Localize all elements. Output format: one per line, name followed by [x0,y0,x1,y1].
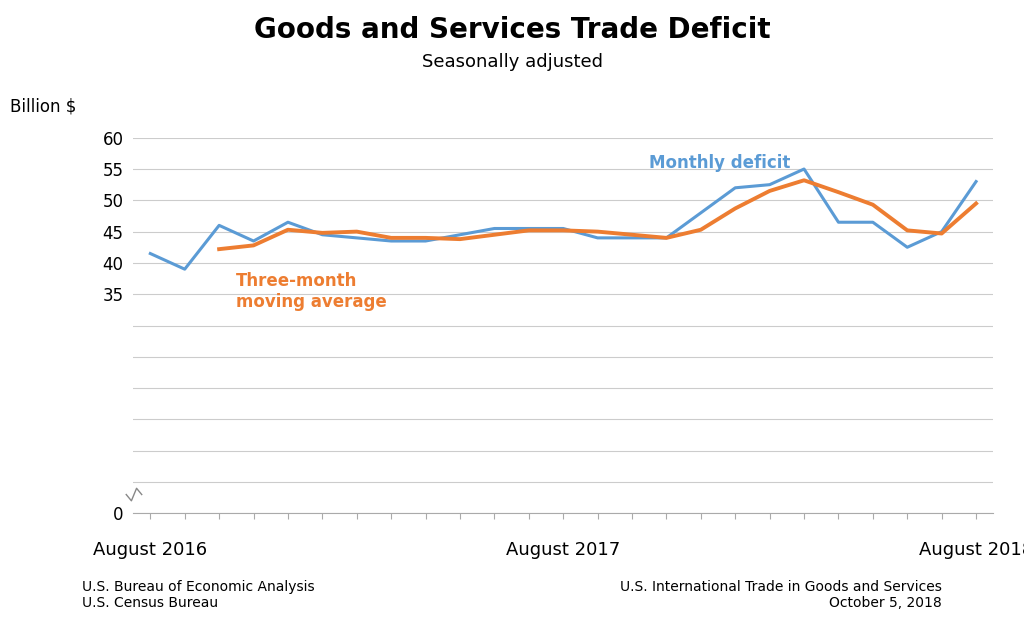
Text: U.S. International Trade in Goods and Services
October 5, 2018: U.S. International Trade in Goods and Se… [621,580,942,610]
Text: Billion $: Billion $ [10,98,77,116]
Text: U.S. Bureau of Economic Analysis
U.S. Census Bureau: U.S. Bureau of Economic Analysis U.S. Ce… [82,580,314,610]
Text: August 2018: August 2018 [919,541,1024,560]
Text: August 2017: August 2017 [506,541,621,560]
Text: August 2016: August 2016 [93,541,208,560]
Text: Three-month
moving average: Three-month moving average [237,272,387,311]
Text: Seasonally adjusted: Seasonally adjusted [422,53,602,71]
Text: Goods and Services Trade Deficit: Goods and Services Trade Deficit [254,16,770,44]
Text: Monthly deficit: Monthly deficit [649,154,791,172]
